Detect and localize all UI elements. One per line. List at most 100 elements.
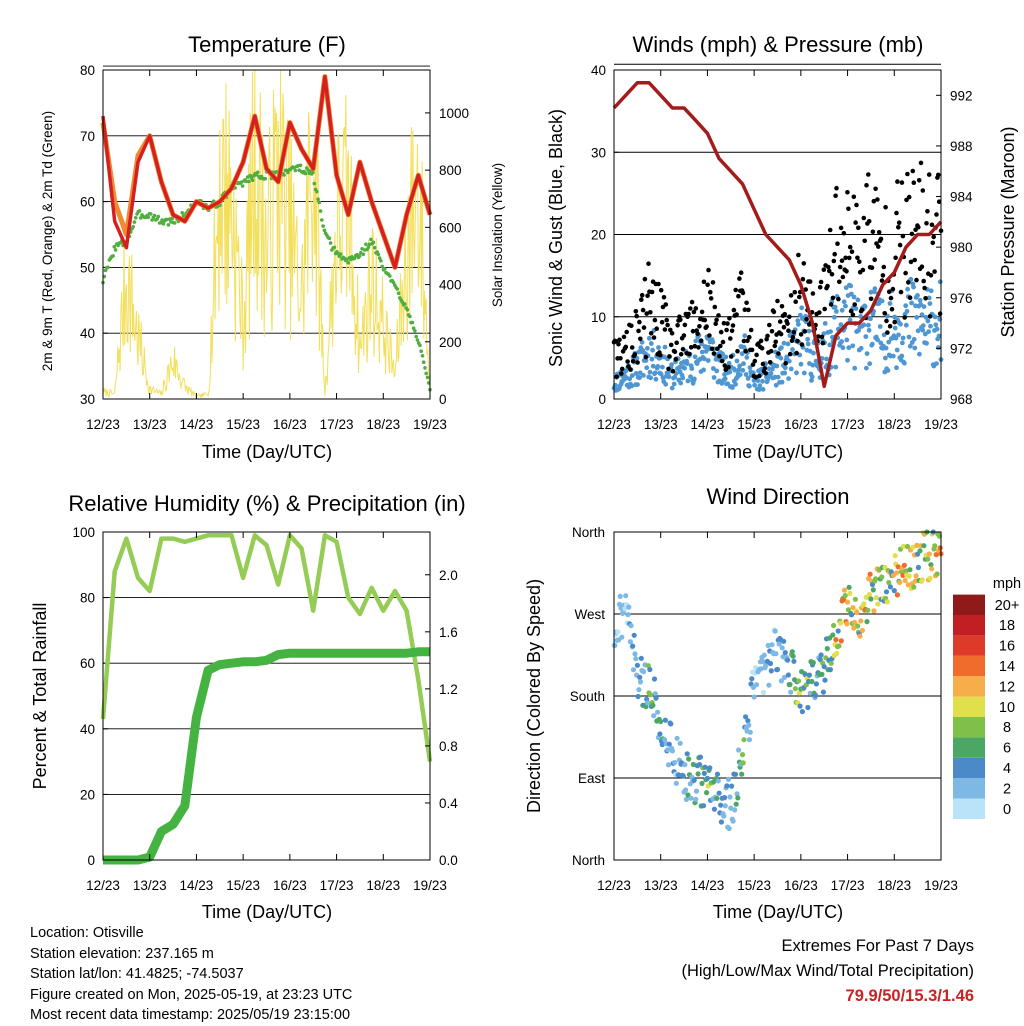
direction-point (787, 681, 793, 688)
dewpoint-point (424, 371, 429, 376)
direction-point (666, 741, 672, 747)
direction-point (747, 729, 753, 735)
solar-ytick-right-label: 400 (439, 278, 462, 293)
gust-point (619, 366, 625, 372)
dewpoint-point (131, 225, 135, 229)
direction-point (868, 596, 874, 602)
gust-point (782, 311, 788, 317)
winds-ylabel-right: Station Pressure (Maroon) (998, 126, 1018, 337)
direction-point (871, 608, 877, 614)
direction-point (865, 607, 871, 613)
legend-label: 14 (999, 659, 1015, 675)
gust-point (638, 336, 643, 342)
direction-point (828, 660, 834, 666)
direction-point (886, 579, 892, 586)
temperature-plot-frame (102, 69, 431, 400)
gust-point (848, 308, 854, 314)
gust-point (661, 295, 667, 300)
direction-point (728, 805, 734, 811)
gust-point (840, 274, 846, 280)
sonic-wind-point (677, 365, 682, 370)
gust-point (868, 296, 874, 302)
gust-point (792, 289, 798, 295)
sonic-wind-point (811, 350, 816, 356)
direction-point (768, 668, 774, 674)
gust-point (852, 302, 857, 307)
gust-point (873, 186, 878, 192)
gust-point (861, 215, 867, 221)
pressure-ytick-right-label: 992 (950, 88, 973, 103)
dewpoint-point (103, 268, 108, 273)
gust-point (860, 267, 866, 273)
direction-point (697, 754, 704, 760)
direction-point (633, 656, 639, 662)
direction-point (718, 802, 724, 808)
gust-point (754, 352, 759, 358)
direction-point (781, 674, 788, 681)
gust-point (668, 327, 673, 333)
direction-point (842, 593, 848, 599)
gust-point (629, 345, 635, 350)
direction-point (615, 629, 621, 635)
sonic-wind-point (840, 345, 846, 351)
gust-point (827, 227, 833, 233)
direction-xtick-label: 12/23 (597, 878, 631, 893)
dewpoint-point (312, 181, 317, 186)
gust-point (870, 229, 876, 235)
sonic-wind-point (914, 315, 920, 320)
dewpoint-point (420, 354, 425, 358)
direction-point (846, 584, 852, 590)
gust-point (625, 359, 630, 364)
winds-ylabel-left: Sonic Wind & Gust (Blue, Black) (546, 109, 566, 367)
direction-point (932, 543, 938, 549)
gust-point (745, 338, 750, 344)
gust-point (730, 323, 736, 328)
gust-point (639, 297, 644, 303)
legend-swatch (953, 717, 985, 738)
direction-point (619, 634, 625, 640)
gust-point (729, 328, 735, 334)
sonic-wind-point (669, 362, 674, 367)
sonic-wind-point (928, 288, 934, 294)
gust-point (787, 351, 793, 357)
gust-point (648, 310, 653, 315)
sonic-wind-point (703, 348, 709, 354)
direction-point (746, 722, 752, 728)
dewpoint-point (403, 302, 407, 306)
temperature-xtick-label: 17/23 (320, 417, 354, 432)
direction-point (925, 556, 931, 562)
gust-point (697, 324, 702, 329)
sonic-wind-point (733, 381, 738, 387)
gust-point (736, 293, 741, 299)
direction-point (799, 709, 806, 715)
direction-point (861, 601, 867, 607)
dewpoint-point (132, 220, 137, 224)
gust-point (890, 286, 896, 292)
sonic-wind-point (917, 351, 922, 357)
direction-xtick-label: 19/23 (924, 878, 958, 893)
gust-point (837, 264, 843, 270)
gust-point (765, 333, 770, 339)
gust-point (640, 307, 646, 313)
gust-point (934, 212, 939, 217)
legend-label: 16 (999, 639, 1015, 655)
gust-point (838, 225, 844, 231)
gust-point (801, 261, 807, 266)
gust-point (930, 240, 936, 246)
sonic-wind-point (672, 374, 678, 380)
direction-point (730, 818, 736, 824)
direction-point (662, 737, 668, 743)
direction-point (778, 678, 785, 684)
sonic-wind-point (834, 309, 839, 314)
sonic-wind-point (801, 370, 807, 376)
gust-point (883, 205, 888, 210)
direction-point (650, 702, 656, 709)
dewpoint-point (161, 222, 166, 226)
sonic-wind-point (655, 364, 661, 369)
sonic-wind-point (810, 362, 816, 368)
sonic-wind-point (741, 361, 746, 367)
sonic-wind-point (866, 327, 872, 333)
sonic-wind-point (843, 303, 848, 309)
dewpoint-point (327, 236, 332, 240)
gust-point (702, 317, 708, 323)
